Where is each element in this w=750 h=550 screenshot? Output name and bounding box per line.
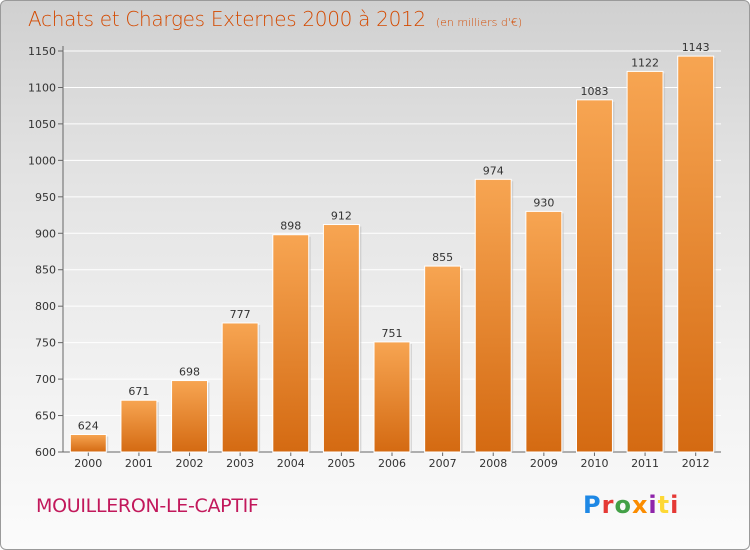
x-tick-label: 2010 xyxy=(580,457,608,470)
logo-letter: P xyxy=(583,491,602,519)
bar-2002 xyxy=(171,380,209,453)
y-tick-label: 1150 xyxy=(28,45,56,58)
y-tick-label: 1000 xyxy=(28,154,56,167)
value-label: 671 xyxy=(128,385,149,398)
logo-letter: o xyxy=(614,491,632,519)
x-tick-label: 2004 xyxy=(277,457,305,470)
x-tick-label: 2006 xyxy=(378,457,406,470)
logo-letter: r xyxy=(601,491,615,519)
bar-2011 xyxy=(626,70,664,453)
value-label: 1143 xyxy=(682,41,710,54)
value-label: 698 xyxy=(179,366,200,379)
x-tick-label: 2009 xyxy=(530,457,558,470)
y-tick-label: 600 xyxy=(35,446,56,459)
bar-2006 xyxy=(373,341,411,453)
logo-letter: t xyxy=(657,491,671,519)
x-tick-label: 2003 xyxy=(226,457,254,470)
bar-2005 xyxy=(322,224,360,453)
x-tick-label: 2000 xyxy=(74,457,102,470)
x-tick-label: 2001 xyxy=(125,457,153,470)
y-tick-label: 800 xyxy=(35,300,56,313)
value-label: 777 xyxy=(230,308,251,321)
value-label: 912 xyxy=(331,210,352,223)
bar-2003 xyxy=(221,322,259,453)
value-label: 624 xyxy=(78,420,99,433)
value-label: 974 xyxy=(483,164,504,177)
bar-chart: 600 650 700 750 800 850 900 950 1000 1050 1100 1150… xyxy=(28,41,721,470)
bar-2008 xyxy=(474,178,512,453)
bar-2009 xyxy=(525,210,563,453)
x-tick-label: 2012 xyxy=(682,457,710,470)
proxiti-logo[interactable]: Proxiti xyxy=(583,491,679,519)
chart-unit: (en milliers d'€) xyxy=(435,16,523,29)
y-tick-label: 650 xyxy=(35,410,56,423)
logo-letter: i xyxy=(648,491,658,519)
logo-letter: i xyxy=(670,491,680,519)
y-tick-label: 900 xyxy=(35,227,56,240)
y-tick-label: 950 xyxy=(35,191,56,204)
bar-2007 xyxy=(424,265,462,453)
bar-2010 xyxy=(575,99,613,453)
value-label: 898 xyxy=(280,220,301,233)
value-label: 855 xyxy=(432,251,453,264)
x-tick-label: 2005 xyxy=(327,457,355,470)
y-tick-label: 750 xyxy=(35,337,56,350)
chart-title-block: Achats et Charges Externes 2000 à 2012 (e… xyxy=(28,7,522,31)
bar-2001 xyxy=(120,399,158,453)
y-tick-label: 1100 xyxy=(28,81,56,94)
value-label: 1122 xyxy=(631,56,659,69)
x-tick-label: 2008 xyxy=(479,457,507,470)
value-label: 1083 xyxy=(580,85,608,98)
commune-name: MOUILLERON-LE-CAPTIF xyxy=(36,495,259,517)
x-tick-label: 2011 xyxy=(631,457,659,470)
x-tick-label: 2002 xyxy=(176,457,204,470)
x-tick-label: 2007 xyxy=(429,457,457,470)
y-tick-label: 1050 xyxy=(28,118,56,131)
bars xyxy=(69,55,716,453)
y-tick-label: 700 xyxy=(35,373,56,386)
data-labels: 624 671 698 777 898 912 751 855 974 930 1083 1122 11… xyxy=(78,41,710,432)
chart-title: Achats et Charges Externes 2000 à 2012 xyxy=(28,7,426,31)
bar-2004 xyxy=(272,234,310,453)
logo-letter: x xyxy=(631,491,649,519)
bar-2000 xyxy=(69,434,107,453)
value-label: 751 xyxy=(382,327,403,340)
value-label: 930 xyxy=(533,196,554,209)
bar-2012 xyxy=(677,55,715,453)
y-tick-label: 850 xyxy=(35,264,56,277)
